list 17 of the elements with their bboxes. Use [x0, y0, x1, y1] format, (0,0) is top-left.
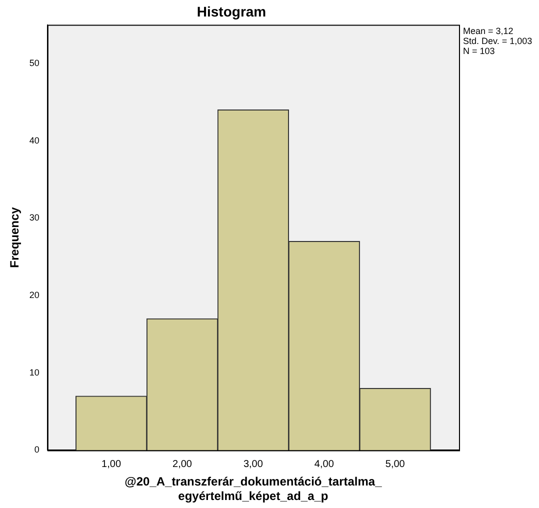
- x-tick-label: 2,00: [172, 458, 192, 470]
- x-tick-label: 1,00: [102, 458, 122, 470]
- y-tick-label: 50: [29, 58, 40, 68]
- y-tick-label: 20: [29, 290, 40, 300]
- x-axis-title: @20_A_transzferár_dokumentáció_tartalma_ egyértelmű_képet_ad_a_p: [124, 474, 382, 504]
- y-tick-label: 10: [29, 367, 40, 378]
- y-tick-label: 0: [34, 444, 40, 455]
- text: Mean = 3,12: [463, 26, 514, 36]
- y-axis-title: Frequency: [8, 206, 22, 268]
- x-tick-label: 3,00: [243, 458, 264, 470]
- x-tick-label: 4,00: [314, 458, 334, 470]
- chart-title: Histogram: [196, 3, 266, 20]
- text: Std. Dev. = 1,003: [463, 36, 532, 46]
- x-tick-label: 5,00: [385, 458, 406, 470]
- y-tick-label: 30: [29, 212, 40, 223]
- y-tick-label: 40: [29, 135, 40, 146]
- text: N = 103: [463, 46, 495, 56]
